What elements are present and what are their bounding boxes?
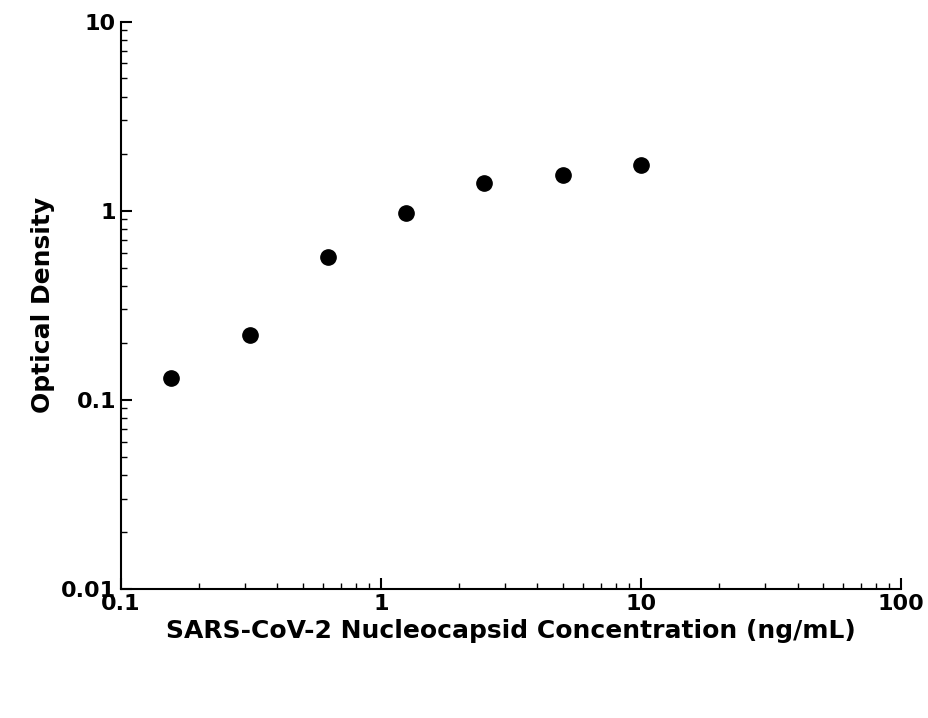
Point: [555, 169, 570, 180]
Point: [163, 373, 178, 384]
Point: [633, 159, 648, 170]
Y-axis label: Optical Density: Optical Density: [32, 197, 55, 414]
Point: [476, 177, 491, 189]
Point: [320, 251, 335, 263]
Point: [398, 208, 413, 219]
Point: [242, 329, 257, 340]
X-axis label: SARS-CoV-2 Nucleocapsid Concentration (ng/mL): SARS-CoV-2 Nucleocapsid Concentration (n…: [166, 619, 855, 643]
